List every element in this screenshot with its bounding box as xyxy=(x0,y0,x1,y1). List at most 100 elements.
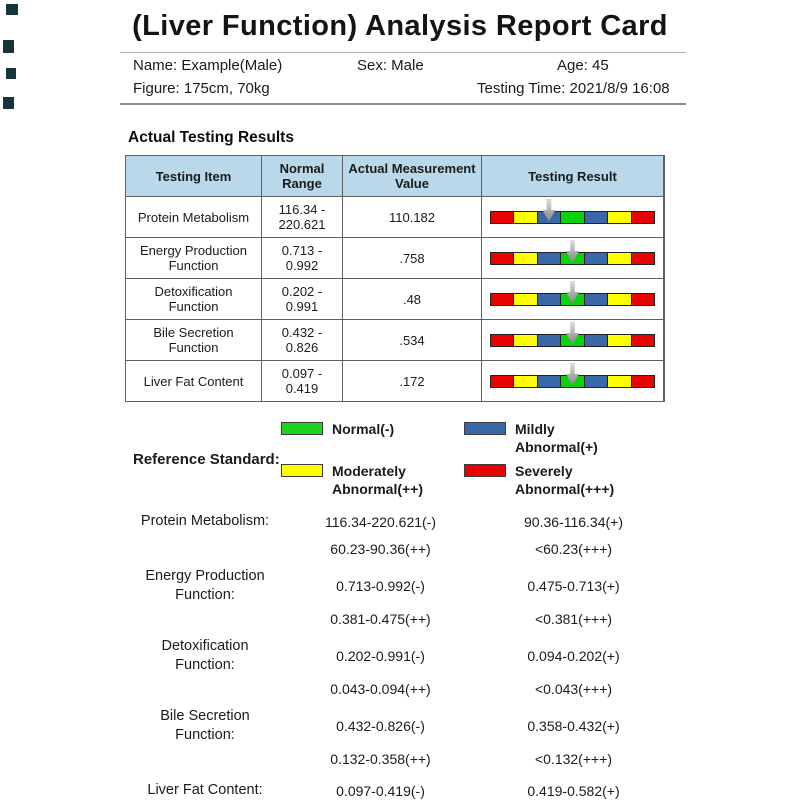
reference-range-value: <0.381(+++) xyxy=(534,610,613,627)
result-bar-segment xyxy=(608,334,631,346)
patient-age: Age: 45 xyxy=(557,57,609,74)
reference-range-value: 0.097-0.419(-) xyxy=(336,782,425,799)
legend-item-normal: Normal(-) xyxy=(281,420,464,456)
result-bar-segment xyxy=(537,334,561,346)
reference-range-value: 0.432-0.826(-) xyxy=(336,718,425,734)
result-bar-segment xyxy=(608,375,631,387)
result-bar-segment xyxy=(584,293,608,305)
patient-name: Name: Example(Male) xyxy=(133,57,283,74)
spacer xyxy=(130,745,280,772)
reference-range-value: <0.043(+++) xyxy=(534,680,613,697)
results-heading: Actual Testing Results xyxy=(128,129,294,146)
reference-standard-label: Reference Standard: xyxy=(133,450,280,468)
severely-abnormal-color-swatch xyxy=(464,464,506,477)
result-cell xyxy=(482,279,663,319)
result-cell xyxy=(482,361,663,401)
divider-top xyxy=(120,52,686,53)
result-bar-segment xyxy=(631,293,654,305)
result-bar-segment xyxy=(537,293,561,305)
normal-color-swatch xyxy=(281,422,323,435)
result-bar-segment xyxy=(537,375,561,387)
testing-item-cell: Energy Production Function xyxy=(126,238,261,278)
col-header-normal-range: Normal Range xyxy=(262,156,342,196)
result-bar-segment xyxy=(537,252,561,264)
result-bar-segment xyxy=(491,375,514,387)
reference-ranges-list: Protein Metabolism: 116.34-220.621(-) 90… xyxy=(130,508,800,800)
result-bar-segment xyxy=(608,252,631,264)
result-bar-segment xyxy=(584,252,608,264)
normal-range-cell: 116.34 - 220.621 xyxy=(262,197,342,237)
reference-item-label: Liver Fat Content: xyxy=(147,782,263,798)
divider-patient-bottom xyxy=(120,103,686,105)
spacer xyxy=(130,605,280,632)
testing-item-cell: Detoxification Function xyxy=(126,279,261,319)
spacer xyxy=(130,675,280,702)
legend-item-moderately-abnormal: Moderately Abnormal(++) xyxy=(281,462,464,498)
testing-item-cell: Bile Secretion Function xyxy=(126,320,261,360)
result-bar-segment xyxy=(584,375,608,387)
testing-item-cell: Liver Fat Content xyxy=(126,361,261,401)
result-cell xyxy=(482,197,663,237)
measurement-cell: .172 xyxy=(343,361,481,401)
reference-item: Bile Secretion Function: 0.432-0.826(-) … xyxy=(130,707,800,772)
result-bar-segment xyxy=(514,252,537,264)
result-bar-segment xyxy=(584,334,608,346)
reference-range-value: <0.132(+++) xyxy=(534,750,613,767)
reference-range-value: 0.419-0.582(+) xyxy=(527,782,620,799)
reference-range-value: <60.23(+++) xyxy=(534,540,613,557)
result-bar xyxy=(490,363,655,388)
reference-item-label: Energy Production Function: xyxy=(145,568,265,603)
result-bar xyxy=(490,322,655,347)
result-bar-segment xyxy=(491,252,514,264)
reference-item: Liver Fat Content: 0.097-0.419(-) 0.419-… xyxy=(130,777,800,800)
reference-range-value: 0.713-0.992(-) xyxy=(336,578,425,594)
result-bar-segment xyxy=(608,293,631,305)
page-title: (Liver Function) Analysis Report Card xyxy=(132,10,668,42)
reference-item-label: Detoxification Function: xyxy=(161,638,249,673)
reference-item: Detoxification Function: 0.202-0.991(-) … xyxy=(130,637,800,702)
result-bar xyxy=(490,240,655,265)
patient-sex: Sex: Male xyxy=(357,57,424,74)
normal-range-cell: 0.713 - 0.992 xyxy=(262,238,342,278)
result-bar-segment xyxy=(491,211,514,223)
photo-artifact xyxy=(6,4,18,15)
result-bar-segment xyxy=(631,375,654,387)
reference-range-value: 0.381-0.475(++) xyxy=(330,610,431,627)
result-cell xyxy=(482,320,663,360)
photo-artifact xyxy=(6,68,16,79)
reference-item: Energy Production Function: 0.713-0.992(… xyxy=(130,567,800,632)
legend-item-severely-abnormal: Severely Abnormal(+++) xyxy=(464,462,647,498)
result-bar-segment xyxy=(514,293,537,305)
patient-testing-time: Testing Time: 2021/8/9 16:08 xyxy=(477,80,670,97)
results-table: Testing Item Normal Range Actual Measure… xyxy=(125,155,665,402)
reference-item-label: Bile Secretion Function: xyxy=(160,708,250,743)
col-header-measurement: Actual Measurement Value xyxy=(343,156,481,196)
result-bar-segment xyxy=(491,293,514,305)
patient-figure: Figure: 175cm, 70kg xyxy=(133,80,270,97)
moderately-abnormal-color-swatch xyxy=(281,464,323,477)
reference-legend: Normal(-) Mildly Abnormal(+) Moderately … xyxy=(281,420,647,498)
reference-range-value: 90.36-116.34(+) xyxy=(524,513,623,530)
reference-range-value: 0.094-0.202(+) xyxy=(527,648,620,664)
result-bar xyxy=(490,199,655,224)
result-bar-segment xyxy=(514,334,537,346)
reference-range-value: 0.132-0.358(++) xyxy=(330,750,431,767)
legend-label: Moderately Abnormal(++) xyxy=(332,463,424,497)
col-header-result: Testing Result xyxy=(482,156,663,196)
result-bar-segment xyxy=(631,334,654,346)
measurement-cell: .534 xyxy=(343,320,481,360)
reference-range-value: 116.34-220.621(-) xyxy=(324,513,437,530)
legend-label: Mildly Abnormal(+) xyxy=(515,421,598,455)
col-header-testing-item: Testing Item xyxy=(126,156,261,196)
reference-range-value: 0.358-0.432(+) xyxy=(527,718,620,734)
measurement-cell: .758 xyxy=(343,238,481,278)
normal-range-cell: 0.097 - 0.419 xyxy=(262,361,342,401)
result-bar-segment xyxy=(514,211,537,223)
result-bar-segment xyxy=(514,375,537,387)
normal-range-cell: 0.202 - 0.991 xyxy=(262,279,342,319)
mildly-abnormal-color-swatch xyxy=(464,422,506,435)
result-bar-segment xyxy=(584,211,608,223)
legend-label: Severely Abnormal(+++) xyxy=(515,463,615,497)
measurement-cell: .48 xyxy=(343,279,481,319)
